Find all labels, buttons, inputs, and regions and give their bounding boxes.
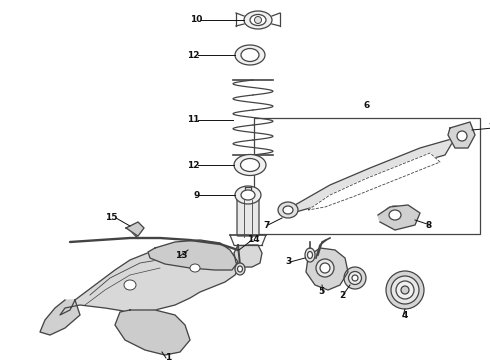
Polygon shape (40, 300, 80, 335)
Ellipse shape (305, 248, 315, 262)
Polygon shape (378, 205, 420, 230)
Text: 6: 6 (364, 101, 370, 110)
Ellipse shape (238, 266, 243, 272)
Polygon shape (448, 122, 475, 148)
Ellipse shape (386, 271, 424, 309)
Text: 5: 5 (318, 288, 324, 297)
Text: 11: 11 (188, 116, 200, 125)
Text: 14: 14 (247, 235, 260, 244)
Ellipse shape (348, 271, 362, 284)
Text: 1: 1 (165, 354, 171, 360)
Ellipse shape (391, 276, 419, 304)
Text: 2: 2 (339, 291, 345, 300)
Ellipse shape (457, 131, 467, 141)
Ellipse shape (278, 202, 298, 218)
Polygon shape (306, 248, 348, 290)
Ellipse shape (124, 280, 136, 290)
Ellipse shape (396, 281, 414, 299)
Text: 12: 12 (188, 161, 200, 170)
Text: 3: 3 (286, 257, 292, 266)
Ellipse shape (316, 259, 334, 277)
Ellipse shape (250, 14, 266, 26)
Ellipse shape (352, 275, 358, 281)
Polygon shape (148, 240, 238, 270)
Polygon shape (126, 222, 144, 236)
Bar (254, 118, 480, 234)
Text: 7: 7 (264, 220, 270, 230)
Ellipse shape (401, 286, 409, 294)
Ellipse shape (283, 206, 293, 214)
Ellipse shape (241, 158, 260, 171)
Ellipse shape (254, 17, 262, 23)
Polygon shape (285, 138, 455, 215)
Text: 13: 13 (175, 252, 188, 261)
Polygon shape (234, 245, 262, 267)
Ellipse shape (320, 263, 330, 273)
Ellipse shape (235, 263, 245, 275)
Ellipse shape (389, 210, 401, 220)
Polygon shape (60, 245, 240, 315)
Text: 7: 7 (488, 123, 490, 132)
Ellipse shape (235, 186, 261, 204)
Ellipse shape (235, 45, 265, 65)
FancyBboxPatch shape (237, 199, 259, 236)
Text: 9: 9 (194, 190, 200, 199)
Ellipse shape (384, 206, 406, 224)
Ellipse shape (244, 11, 272, 29)
Ellipse shape (344, 267, 366, 289)
Text: 10: 10 (190, 15, 202, 24)
Text: 8: 8 (425, 220, 431, 230)
Text: 4: 4 (402, 311, 408, 320)
Ellipse shape (241, 49, 259, 62)
Ellipse shape (234, 154, 266, 175)
Ellipse shape (308, 252, 313, 258)
Text: 12: 12 (188, 50, 200, 59)
Text: 15: 15 (105, 213, 118, 222)
Ellipse shape (241, 190, 255, 200)
Polygon shape (115, 310, 190, 355)
Polygon shape (308, 153, 440, 210)
Ellipse shape (190, 264, 200, 272)
